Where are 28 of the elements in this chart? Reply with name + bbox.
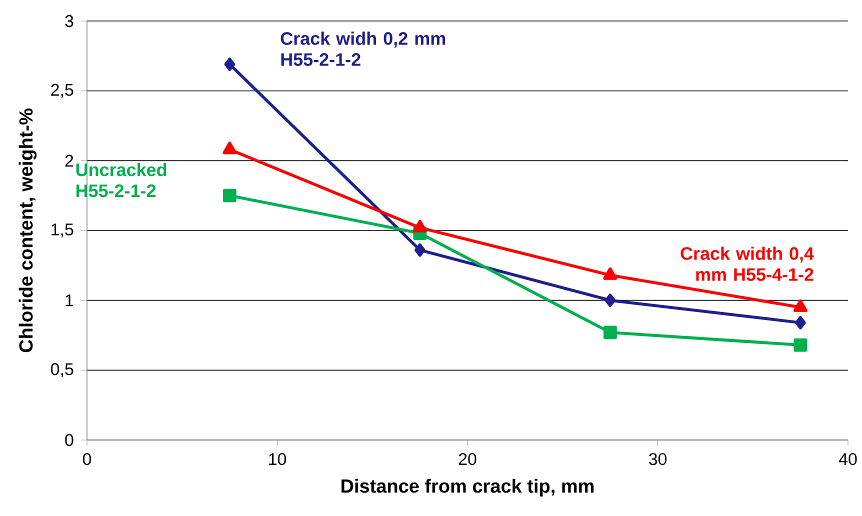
point — [603, 267, 618, 280]
y-tick-label: 0,5 — [50, 363, 74, 378]
y-tick-label: 1 — [66, 294, 74, 306]
y-tick-label: 0 — [65, 434, 74, 446]
y-tick-label: 2 — [65, 154, 74, 167]
point — [795, 316, 806, 330]
point — [604, 294, 616, 308]
point — [794, 338, 808, 352]
point — [222, 142, 237, 154]
y-tick-label: 1,5 — [52, 224, 74, 238]
point — [603, 326, 617, 340]
point — [414, 243, 426, 257]
point — [224, 58, 236, 72]
point — [222, 188, 236, 202]
x-tick-label: 20 — [458, 453, 476, 466]
y-axis-title: Chloride content, weight-% — [18, 108, 37, 352]
x-tick-label: 10 — [269, 453, 286, 466]
x-tick-label: 0 — [82, 453, 92, 466]
y-tick-label: 3 — [65, 15, 74, 28]
text: Uncracked H55-2-1-2 — [76, 162, 166, 198]
x-axis-title: Distance from crack tip, mm — [342, 478, 594, 497]
x-tick-label: 30 — [648, 453, 667, 466]
y-tick-label: 2,5 — [51, 84, 74, 98]
x-tick-label: 40 — [838, 453, 857, 466]
series-label: Crack width 0,4 mm H55-4-1-2 — [680, 246, 814, 281]
series-label: Crack widh 0,2 mm H55-2-1-2 — [280, 32, 446, 66]
point — [793, 299, 808, 312]
point — [412, 220, 427, 232]
